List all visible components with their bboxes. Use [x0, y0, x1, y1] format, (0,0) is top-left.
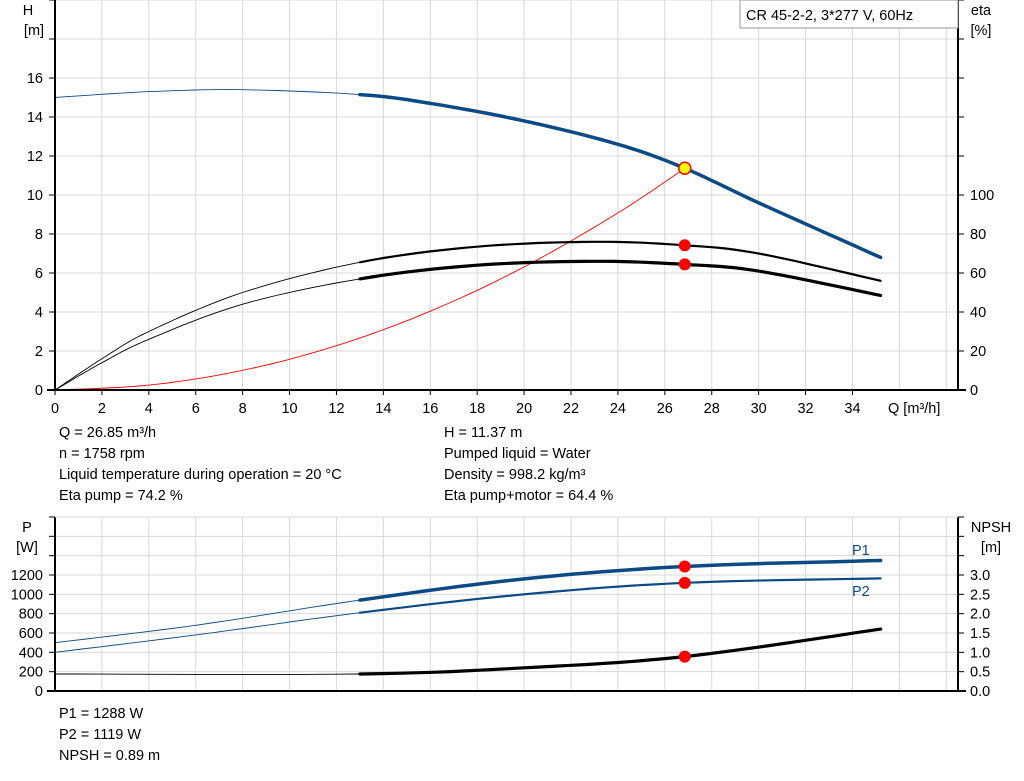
y-tick-label: 400 [19, 645, 43, 661]
y2-axis-label-eta-unit: [%] [971, 23, 992, 39]
info-right: H = 11.37 m Pumped liquid = Water Densit… [444, 423, 613, 507]
duty-point-markers [678, 161, 692, 663]
series-label-p2: P2 [852, 584, 870, 600]
y2-tick-label: 20 [970, 344, 986, 360]
y2-tick-label: 1.5 [970, 626, 990, 642]
x-tick-label: 34 [844, 401, 860, 417]
y2-tick-label: 0.0 [970, 684, 990, 700]
x-tick-label: 4 [145, 401, 153, 417]
x-tick-label: 10 [281, 401, 297, 417]
p2-curve [358, 577, 882, 614]
y2-tick-label: 60 [970, 266, 986, 282]
x-tick-label: 20 [516, 401, 532, 417]
system-curve-thin [54, 167, 686, 391]
head-curve [358, 92, 883, 260]
duty-point-eta-pump-motor [678, 258, 691, 271]
y2-axis-label-npsh-unit: [m] [981, 540, 1001, 556]
duty-point-eta-pump [678, 239, 691, 252]
p1-curve [358, 558, 883, 602]
tick-labels: 0 2 4 6 8 10 12 14 16 18 20 22 24 26 28 30 32 34024681012… [11, 71, 994, 700]
info-n: n = 1758 rpm [59, 446, 145, 462]
y-axis-label-p-unit: [W] [16, 540, 38, 556]
chart-title: CR 45-2-2, 3*277 V, 60Hz [746, 8, 913, 24]
x-tick-label: 14 [375, 401, 391, 417]
info-temp: Liquid temperature during operation = 20… [59, 467, 342, 483]
title-box [739, 0, 959, 29]
x-axis-label: Q [m³/h] [888, 401, 940, 417]
x-tick-label: 6 [192, 401, 200, 417]
y2-tick-label: 2.5 [970, 587, 990, 603]
y-tick-label: 8 [35, 227, 43, 243]
p1-curve-thin [54, 599, 360, 644]
series-label-p1: P1 [852, 543, 870, 559]
p2-curve-thin [54, 612, 360, 653]
y2-tick-label: 100 [970, 188, 994, 204]
y-tick-label: 1000 [11, 587, 43, 603]
duty-point-p1 [678, 560, 691, 573]
y2-tick-label: 0 [970, 383, 978, 399]
y2-tick-label: 1.0 [970, 645, 990, 661]
x-tick-label: 22 [563, 401, 579, 417]
duty-point-p2 [678, 576, 691, 589]
curves [54, 89, 883, 676]
eta-pump-curve-thin [54, 261, 360, 391]
y-tick-label: 0 [35, 383, 43, 399]
eta-pump-motor-curve-thin [54, 278, 360, 391]
y2-tick-label: 40 [970, 305, 986, 321]
y-tick-label: 10 [27, 188, 43, 204]
grid-top [55, 0, 958, 390]
info-left: Q = 26.85 m³/h n = 1758 rpm Liquid tempe… [59, 423, 342, 507]
x-tick-label: 28 [704, 401, 720, 417]
y-tick-label: 0 [35, 684, 43, 700]
info-eta-pump: Eta pump = 74.2 % [59, 488, 183, 504]
y-axis-label-h: H [23, 3, 33, 19]
y-tick-label: 16 [27, 71, 43, 87]
grid-bottom [55, 516, 958, 691]
x-tick-label: 26 [657, 401, 673, 417]
y-tick-label: 800 [19, 607, 43, 623]
info-liquid: Pumped liquid = Water [444, 446, 591, 462]
info-p1: P1 = 1288 W [59, 706, 144, 722]
npsh-curve [358, 627, 883, 676]
info-h: H = 11.37 m [444, 425, 523, 441]
y-tick-label: 14 [27, 110, 43, 126]
eta-pump-curve [358, 240, 882, 282]
y-axis-label-h-unit: [m] [24, 23, 44, 39]
y-axis-label-p: P [22, 520, 32, 536]
y-tick-label: 600 [19, 626, 43, 642]
y-tick-label: 200 [19, 665, 43, 681]
y2-axis-label-eta: eta [971, 3, 992, 19]
x-tick-label: 2 [98, 401, 106, 417]
x-tick-label: 0 [51, 401, 59, 417]
duty-point-head [678, 161, 692, 176]
y2-tick-label: 80 [970, 227, 986, 243]
x-tick-label: 12 [328, 401, 344, 417]
y2-tick-label: 0.5 [970, 665, 990, 681]
y-tick-label: 1200 [11, 568, 43, 584]
info-npsh: NPSH = 0.89 m [59, 748, 161, 764]
head-curve-thin [54, 89, 360, 98]
x-tick-label: 30 [751, 401, 767, 417]
x-tick-label: 8 [239, 401, 247, 417]
y2-tick-label: 3.0 [970, 568, 990, 584]
info-bottom: P1 = 1288 W P2 = 1119 W NPSH = 0.89 m [59, 704, 160, 767]
info-p2: P2 = 1119 W [59, 727, 142, 743]
x-tick-label: 18 [469, 401, 485, 417]
duty-point-npsh [678, 650, 691, 663]
y-tick-label: 6 [35, 266, 43, 282]
y2-axis-label-npsh: NPSH [971, 520, 1011, 536]
x-tick-label: 24 [610, 401, 626, 417]
y-tick-label: 12 [27, 149, 43, 165]
x-tick-label: 32 [797, 401, 813, 417]
info-eta-pump-motor: Eta pump+motor = 64.4 % [444, 488, 614, 504]
y-tick-label: 4 [35, 305, 43, 321]
axes [47, 0, 966, 692]
y2-tick-label: 2.0 [970, 607, 990, 623]
eta-pump-motor-curve [358, 259, 883, 297]
y-tick-label: 2 [35, 344, 43, 360]
info-q: Q = 26.85 m³/h [59, 425, 157, 441]
x-tick-label: 16 [422, 401, 438, 417]
info-density: Density = 998.2 kg/m³ [444, 467, 586, 483]
